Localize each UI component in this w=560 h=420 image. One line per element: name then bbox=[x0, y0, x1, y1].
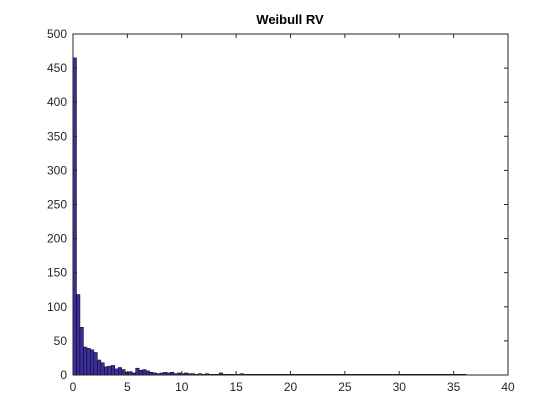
chart-title: Weibull RV bbox=[256, 12, 324, 27]
histogram-bar bbox=[87, 348, 90, 375]
y-tick-label: 0 bbox=[60, 368, 67, 382]
x-tick-label: 15 bbox=[229, 380, 243, 394]
y-tick-label: 150 bbox=[47, 266, 67, 280]
histogram-bar bbox=[104, 367, 107, 375]
y-tick-label: 50 bbox=[54, 334, 68, 348]
histogram-bar bbox=[108, 366, 111, 375]
histogram-bar bbox=[73, 58, 76, 375]
histogram-bar bbox=[143, 370, 146, 375]
histogram-bar bbox=[94, 352, 97, 375]
histogram-bar bbox=[139, 370, 142, 375]
y-tick-label: 350 bbox=[47, 129, 67, 143]
x-tick-label: 10 bbox=[175, 380, 189, 394]
x-tick-label: 35 bbox=[447, 380, 461, 394]
y-tick-label: 100 bbox=[47, 300, 67, 314]
y-tick-label: 500 bbox=[47, 27, 67, 41]
y-tick-label: 200 bbox=[47, 232, 67, 246]
x-tick-label: 0 bbox=[70, 380, 77, 394]
histogram-bar bbox=[97, 360, 100, 375]
histogram-bar bbox=[122, 370, 125, 375]
histogram-bar bbox=[136, 368, 139, 375]
histogram-bar bbox=[80, 327, 83, 375]
histogram-bar bbox=[129, 372, 132, 375]
x-tick-label: 40 bbox=[501, 380, 515, 394]
x-tick-label: 25 bbox=[338, 380, 352, 394]
x-tick-label: 20 bbox=[284, 380, 298, 394]
plot-background bbox=[73, 34, 508, 375]
histogram-bar bbox=[101, 363, 104, 375]
y-tick-label: 450 bbox=[47, 61, 67, 75]
x-tick-label: 30 bbox=[393, 380, 407, 394]
y-tick-label: 300 bbox=[47, 163, 67, 177]
histogram-bar bbox=[115, 369, 118, 375]
histogram-bar bbox=[76, 295, 79, 375]
y-tick-label: 250 bbox=[47, 198, 67, 212]
histogram-bar bbox=[83, 347, 86, 375]
x-tick-label: 5 bbox=[124, 380, 131, 394]
histogram-bar bbox=[111, 365, 114, 375]
histogram-bar bbox=[146, 371, 149, 375]
y-tick-label: 400 bbox=[47, 95, 67, 109]
histogram-bar bbox=[118, 367, 121, 375]
histogram-bar bbox=[90, 350, 93, 375]
